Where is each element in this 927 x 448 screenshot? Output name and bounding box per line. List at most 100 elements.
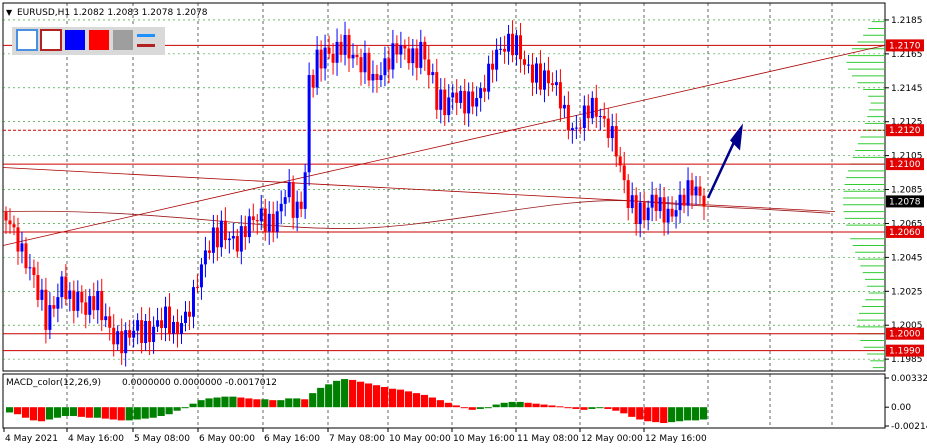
candle-body [207, 250, 211, 253]
macd-histogram [6, 379, 708, 424]
candle-body [375, 73, 379, 81]
frame-blue-button[interactable] [16, 29, 38, 51]
candle-body [263, 208, 267, 232]
drawing-toolbar [12, 27, 165, 55]
candle-body [60, 276, 64, 298]
frame-red-button[interactable] [40, 29, 62, 51]
candle-body [203, 250, 207, 265]
macd-tick-label: 0.00 [891, 403, 911, 413]
macd-bar [460, 407, 468, 409]
candle-body [303, 172, 307, 209]
macd-bar [468, 407, 476, 410]
macd-bar [676, 407, 684, 422]
candle-body [4, 211, 8, 221]
candle-body [550, 83, 554, 86]
candle-body [287, 182, 291, 198]
candle-body [503, 48, 507, 52]
candle-body [443, 89, 447, 116]
candle-body [626, 180, 630, 208]
price-axis[interactable]: 1.21851.21651.21451.21251.21051.20851.20… [885, 16, 924, 365]
candle-body [698, 186, 702, 196]
candle-body [499, 48, 503, 50]
candle-body [219, 220, 223, 248]
candle-body [88, 296, 92, 315]
candle-body [64, 276, 68, 299]
candle-body [152, 326, 156, 342]
candle-body [283, 197, 287, 204]
price-level-tag [886, 225, 924, 238]
candle-body [8, 220, 12, 225]
macd-bar [516, 401, 524, 408]
candle-body [435, 72, 439, 110]
candle-body [674, 210, 678, 217]
macd-bar [652, 407, 660, 423]
candle-body [311, 75, 315, 88]
candle-body [662, 197, 666, 223]
candle-body [96, 291, 100, 311]
candle-body [76, 291, 80, 311]
projection-arrow[interactable] [706, 123, 743, 199]
candle-body [48, 305, 52, 330]
candle-body [199, 264, 203, 288]
two-lines-icon-lower [137, 44, 155, 47]
candle-body [223, 220, 227, 241]
candle-body [578, 127, 582, 129]
candle-body [156, 320, 160, 327]
candle-body [642, 202, 646, 221]
macd-bar [349, 379, 357, 408]
macd-bar [317, 387, 325, 408]
candle-body [519, 35, 523, 60]
candle-body [399, 45, 403, 55]
time-tick-label: 10 May 00:00 [389, 434, 451, 444]
price-level-tag [886, 158, 924, 171]
candle-body [523, 59, 527, 65]
macd-bar [61, 407, 70, 416]
moving-average-line [2, 200, 831, 229]
candle-body [279, 203, 283, 212]
macd-bar [572, 407, 580, 409]
time-axis[interactable]: 4 May 2021 4 May 16:00 5 May 08:00 6 May 00… [3, 428, 707, 444]
volume-profile [843, 21, 885, 369]
candle-body [586, 105, 590, 119]
candle-body [16, 227, 20, 252]
candle-body [467, 91, 471, 114]
candle-body [307, 75, 311, 173]
macd-bar [476, 407, 484, 409]
candle-body [515, 35, 519, 56]
blue-filled-square [65, 30, 85, 50]
candle-body [666, 208, 670, 223]
candle-body [534, 63, 538, 83]
macd-bar [508, 401, 516, 408]
arrow-head [730, 123, 743, 151]
candle-body [235, 236, 239, 252]
candle-body [52, 305, 56, 309]
candle-body [562, 104, 566, 109]
candle-body [227, 238, 231, 241]
candle-body [191, 287, 195, 317]
candle-body [411, 48, 415, 64]
menu-triangle-icon[interactable]: ▼ [6, 8, 13, 17]
macd-bar [261, 399, 269, 408]
red-fill-button[interactable] [89, 30, 109, 50]
gray-fill-button[interactable] [113, 30, 133, 50]
macd-bar [277, 400, 285, 408]
red-filled-square [89, 30, 109, 50]
blue-fill-button[interactable] [65, 30, 85, 50]
macd-values: 0.0000000 0.0000000 -0.0017012 [122, 378, 277, 388]
time-tick-label: 5 May 08:00 [134, 434, 190, 444]
candle-body [367, 52, 371, 81]
candle-body [359, 57, 363, 73]
macd-bar [293, 398, 301, 408]
macd-bar [253, 399, 261, 408]
candle-body [395, 43, 399, 55]
candle-body [682, 194, 686, 206]
macd-bar [428, 397, 436, 408]
price-level-label: 1.2120 [889, 126, 921, 136]
macd-bar [221, 396, 229, 408]
candle-body [28, 267, 32, 269]
macd-bar [309, 393, 317, 408]
line-style-button[interactable] [137, 34, 155, 47]
candle-body [187, 311, 191, 317]
